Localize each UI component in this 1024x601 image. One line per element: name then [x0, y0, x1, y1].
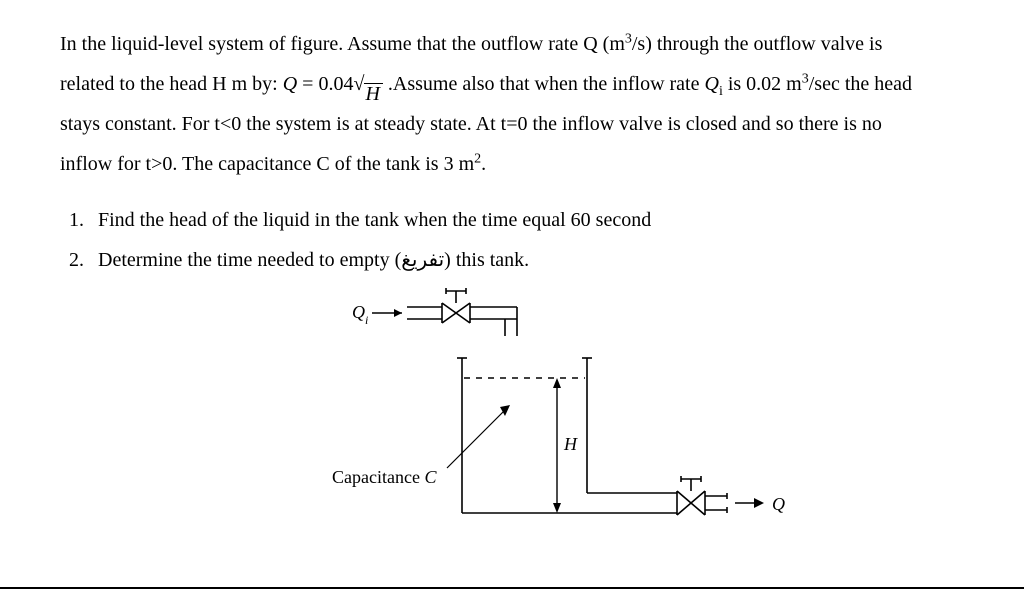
inflow-group: Qi — [352, 288, 517, 336]
tank-figure: Qi — [232, 288, 792, 548]
problem-line-1: In the liquid-level system of figure. As… — [60, 24, 964, 64]
problem-line-3: stays constant. For t<0 the system is at… — [60, 104, 964, 144]
question-number: 1. — [60, 202, 84, 238]
surd-sign: √ — [353, 64, 364, 104]
questions-list: 1. Find the head of the liquid in the ta… — [60, 202, 964, 278]
eq-lhs: Q — [283, 73, 297, 95]
text: /s) through the outflow valve is — [632, 33, 883, 55]
exp-3: 3 — [625, 31, 632, 46]
problem-statement: In the liquid-level system of figure. As… — [60, 24, 964, 184]
bottom-divider — [0, 587, 1024, 589]
head-dimension: H — [553, 378, 578, 513]
radicand: H — [364, 83, 382, 104]
q-label: Q — [772, 494, 785, 514]
text: /sec the head — [809, 73, 912, 95]
question-text: Determine the time needed to empty (تفري… — [98, 242, 529, 278]
sqrt: √H — [353, 64, 382, 104]
question-number: 2. — [60, 242, 84, 278]
question-item: 1. Find the head of the liquid in the ta… — [60, 202, 964, 238]
outflow-arrow: Q — [735, 494, 785, 514]
text: is 0.02 m — [723, 73, 802, 95]
text: inflow for t>0. The capacitance C of the… — [60, 153, 474, 175]
exp-3: 3 — [802, 71, 809, 86]
qi-arrow-head — [394, 309, 402, 317]
question-item: 2. Determine the time needed to empty (ت… — [60, 242, 964, 278]
page-root: In the liquid-level system of figure. As… — [0, 0, 1024, 601]
problem-line-4: inflow for t>0. The capacitance C of the… — [60, 144, 964, 184]
problem-line-2: related to the head H m by: Q = 0.04√H .… — [60, 64, 964, 104]
outflow-valve — [677, 476, 727, 515]
tank-svg: Qi — [232, 288, 792, 548]
question-text: Find the head of the liquid in the tank … — [98, 202, 651, 238]
text: .Assume also that when the inflow rate — [383, 73, 705, 95]
eq-eq: = 0.04 — [297, 73, 353, 95]
h-label: H — [563, 434, 578, 454]
qi-label: Qi — [352, 302, 368, 327]
capacitance-label: Capacitance C — [332, 467, 437, 487]
text: . — [481, 153, 486, 175]
text: In the liquid-level system of figure. As… — [60, 33, 625, 55]
qi-symbol: Q — [704, 73, 718, 95]
capacitance-pointer: Capacitance C — [332, 405, 510, 487]
text: related to the head H m by: — [60, 73, 283, 95]
